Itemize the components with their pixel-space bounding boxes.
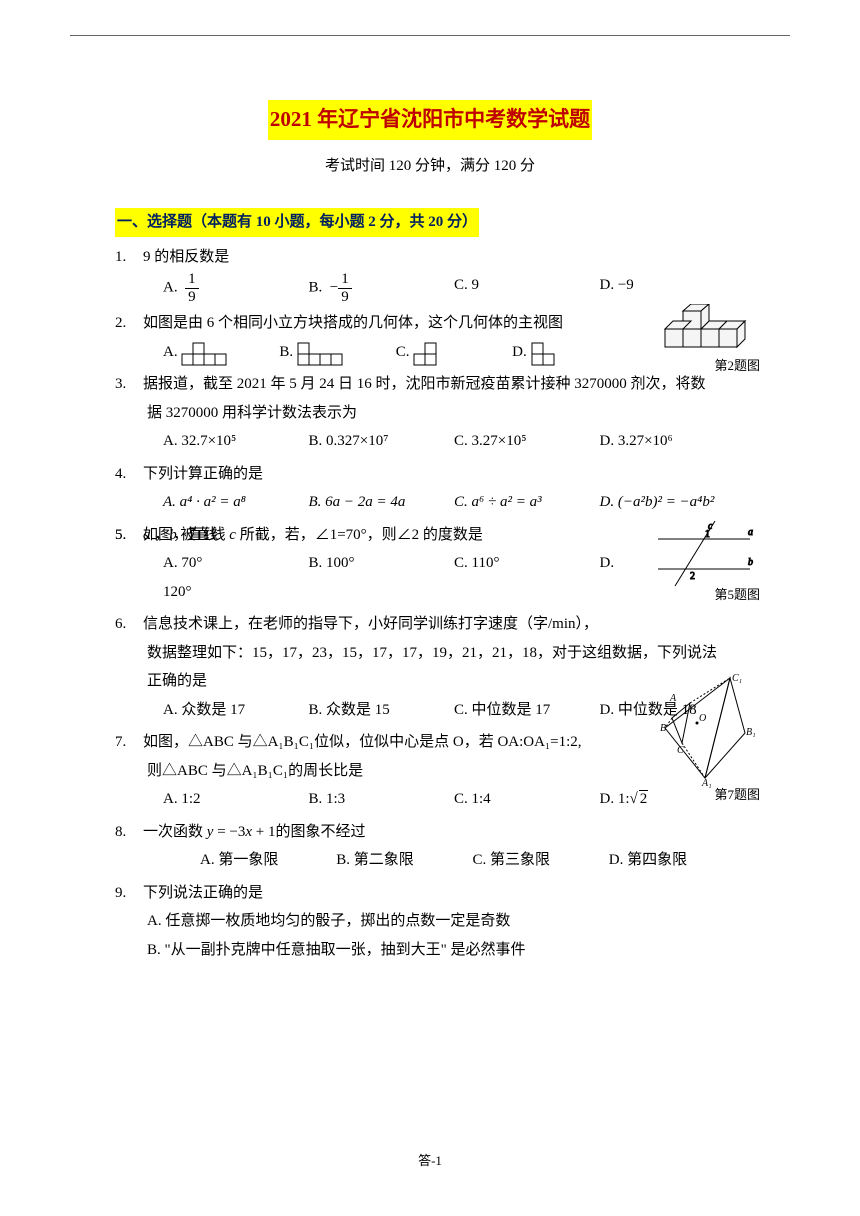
q4-num: 4. bbox=[115, 460, 143, 489]
q8-num: 8. bbox=[115, 818, 143, 847]
q1-text: 9 的相反数是 bbox=[143, 249, 229, 265]
q1-choice-a: A. 19 bbox=[163, 271, 309, 305]
question-7: ABC C₁B₁A₁ O 第7题图 7.如图，△ABC 与△A₁B₁C₁位似，位… bbox=[115, 728, 745, 814]
q3-choice-d: D. 3.27×10⁶ bbox=[600, 427, 746, 456]
figure-q5-label: 第5题图 bbox=[714, 583, 760, 608]
figure-q7-label: 第7题图 bbox=[714, 783, 760, 808]
question-3: 3.据报道，截至 2021 年 5 月 24 日 16 时，沈阳市新冠疫苗累计接… bbox=[115, 370, 745, 456]
q4-choice-c: C. a⁶ ÷ a² = a³ bbox=[454, 488, 600, 517]
q6-choice-a: A. 众数是 17 bbox=[163, 696, 309, 725]
question-8: 8.一次函数 y = −3x + 1的图象不经过 A. 第一象限 B. 第二象限… bbox=[115, 818, 745, 875]
q4-choice-a: A. a⁴ · a² = a⁸ bbox=[163, 488, 309, 517]
q1-choice-d: D. −9 bbox=[600, 271, 746, 305]
svg-text:1: 1 bbox=[705, 529, 710, 540]
q7-choice-a: A. 1:2 bbox=[163, 785, 309, 814]
svg-text:b: b bbox=[748, 557, 753, 568]
q8-choice-b: B. 第二象限 bbox=[336, 846, 472, 875]
q6-num: 6. bbox=[115, 610, 143, 639]
question-6: 6.信息技术课上，在老师的指导下，小好同学训练打字速度（字/min）， 数据整理… bbox=[115, 610, 745, 724]
q6-text-1: 信息技术课上，在老师的指导下，小好同学训练打字速度（字/min）， bbox=[143, 616, 598, 632]
q1-num: 1. bbox=[115, 243, 143, 272]
svg-text:C: C bbox=[677, 745, 684, 756]
figure-q5: a b c 1 2 bbox=[650, 521, 755, 591]
q2-text: 如图是由 6 个相同小立方块搭成的几何体，这个几何体的主视图 bbox=[143, 315, 563, 331]
q2-num: 2. bbox=[115, 309, 143, 338]
q2-choice-b: B. bbox=[279, 338, 395, 367]
svg-text:B₁: B₁ bbox=[746, 727, 755, 738]
page-title: 2021 年辽宁省沈阳市中考数学试题 bbox=[268, 100, 592, 140]
q9-num: 9. bbox=[115, 879, 143, 908]
q8-text: 一次函数 y = −3x + 1的图象不经过 bbox=[143, 824, 366, 840]
q3-text-1: 据报道，截至 2021 年 5 月 24 日 16 时，沈阳市新冠疫苗累计接种 … bbox=[143, 376, 706, 392]
q7-num: 7. bbox=[115, 728, 143, 757]
q9-text: 下列说法正确的是 bbox=[143, 885, 263, 901]
svg-text:2: 2 bbox=[690, 571, 695, 582]
q8-choice-a: A. 第一象限 bbox=[200, 846, 336, 875]
q6-choice-b: B. 众数是 15 bbox=[309, 696, 455, 725]
q6-choice-c: C. 中位数是 17 bbox=[454, 696, 600, 725]
question-1: 1.9 的相反数是 A. 19 B. −19 C. 9 D. −9 bbox=[115, 243, 745, 306]
q5-choice-c: C. 110° bbox=[454, 549, 600, 578]
svg-text:A: A bbox=[669, 693, 677, 704]
svg-text:O: O bbox=[699, 713, 706, 724]
q1-choice-c: C. 9 bbox=[454, 271, 600, 305]
page-footer: 答-1 bbox=[0, 1149, 860, 1174]
svg-text:B: B bbox=[660, 723, 666, 734]
q8-choice-d: D. 第四象限 bbox=[609, 846, 745, 875]
q5-choice-b: B. 100° bbox=[309, 549, 455, 578]
q9-choice-a: A. 任意掷一枚质地均匀的骰子，掷出的点数一定是奇数 bbox=[115, 907, 745, 936]
section-heading: 一、选择题（本题有 10 小题，每小题 2 分，共 20 分） bbox=[115, 208, 479, 237]
q5-choice-d-cont: 120° bbox=[163, 578, 192, 607]
q3-text-2: 据 3270000 用科学计数法表示为 bbox=[115, 399, 745, 428]
exam-subtitle: 考试时间 120 分钟，满分 120 分 bbox=[115, 152, 745, 181]
question-4: 4.下列计算正确的是 A. a⁴ · a² = a⁸ B. 6a − 2a = … bbox=[115, 460, 745, 517]
q8-choice-c: C. 第三象限 bbox=[473, 846, 609, 875]
q3-num: 3. bbox=[115, 370, 143, 399]
q4-choice-b: B. 6a − 2a = 4a bbox=[309, 488, 455, 517]
svg-text:C₁: C₁ bbox=[732, 673, 742, 684]
q4-text: 下列计算正确的是 bbox=[143, 466, 263, 482]
q3-choice-c: C. 3.27×10⁵ bbox=[454, 427, 600, 456]
question-9: 9.下列说法正确的是 A. 任意掷一枚质地均匀的骰子，掷出的点数一定是奇数 B.… bbox=[115, 879, 745, 965]
q3-choice-b: B. 0.327×10⁷ bbox=[309, 427, 455, 456]
svg-text:A₁: A₁ bbox=[701, 778, 712, 788]
figure-q7: A BC C₁ B₁ A₁ O bbox=[660, 673, 755, 788]
q7-text-2: 则△ABC 与△A₁B₁C₁的周长比是 bbox=[115, 757, 745, 786]
q6-text-2: 数据整理如下：15，17，23，15，17，17，19，21，21，18，对于这… bbox=[115, 639, 745, 668]
question-5: a b c 1 2 第5题图 5.a ，b 被直线 c 所截，若，∠1=70°，… bbox=[115, 521, 745, 607]
q7-choice-b: B. 1:3 bbox=[309, 785, 455, 814]
q7-choice-c: C. 1:4 bbox=[454, 785, 600, 814]
q5-choice-a: A. 70° bbox=[163, 549, 309, 578]
q3-choice-a: A. 32.7×10⁵ bbox=[163, 427, 309, 456]
q7-text-1: 如图，△ABC 与△A₁B₁C₁位似，位似中心是点 O，若 OA:OA₁=1:2… bbox=[143, 734, 582, 750]
q2-choice-a: A. bbox=[163, 338, 279, 367]
q1-choice-b: B. −19 bbox=[309, 271, 455, 305]
svg-text:a: a bbox=[748, 527, 753, 538]
q6-text-3: 正确的是 bbox=[115, 667, 745, 696]
figure-q2 bbox=[660, 304, 755, 359]
q2-choice-c: C. bbox=[396, 338, 512, 367]
q4-choice-d: D. (−a²b)² = −a⁴b² bbox=[600, 488, 746, 517]
q9-choice-b: B. "从一副扑克牌中任意抽取一张，抽到大王" 是必然事件 bbox=[115, 936, 745, 965]
question-2: 第2题图 2.如图是由 6 个相同小立方块搭成的几何体，这个几何体的主视图 A.… bbox=[115, 309, 745, 366]
q2-choice-d: D. bbox=[512, 338, 628, 367]
